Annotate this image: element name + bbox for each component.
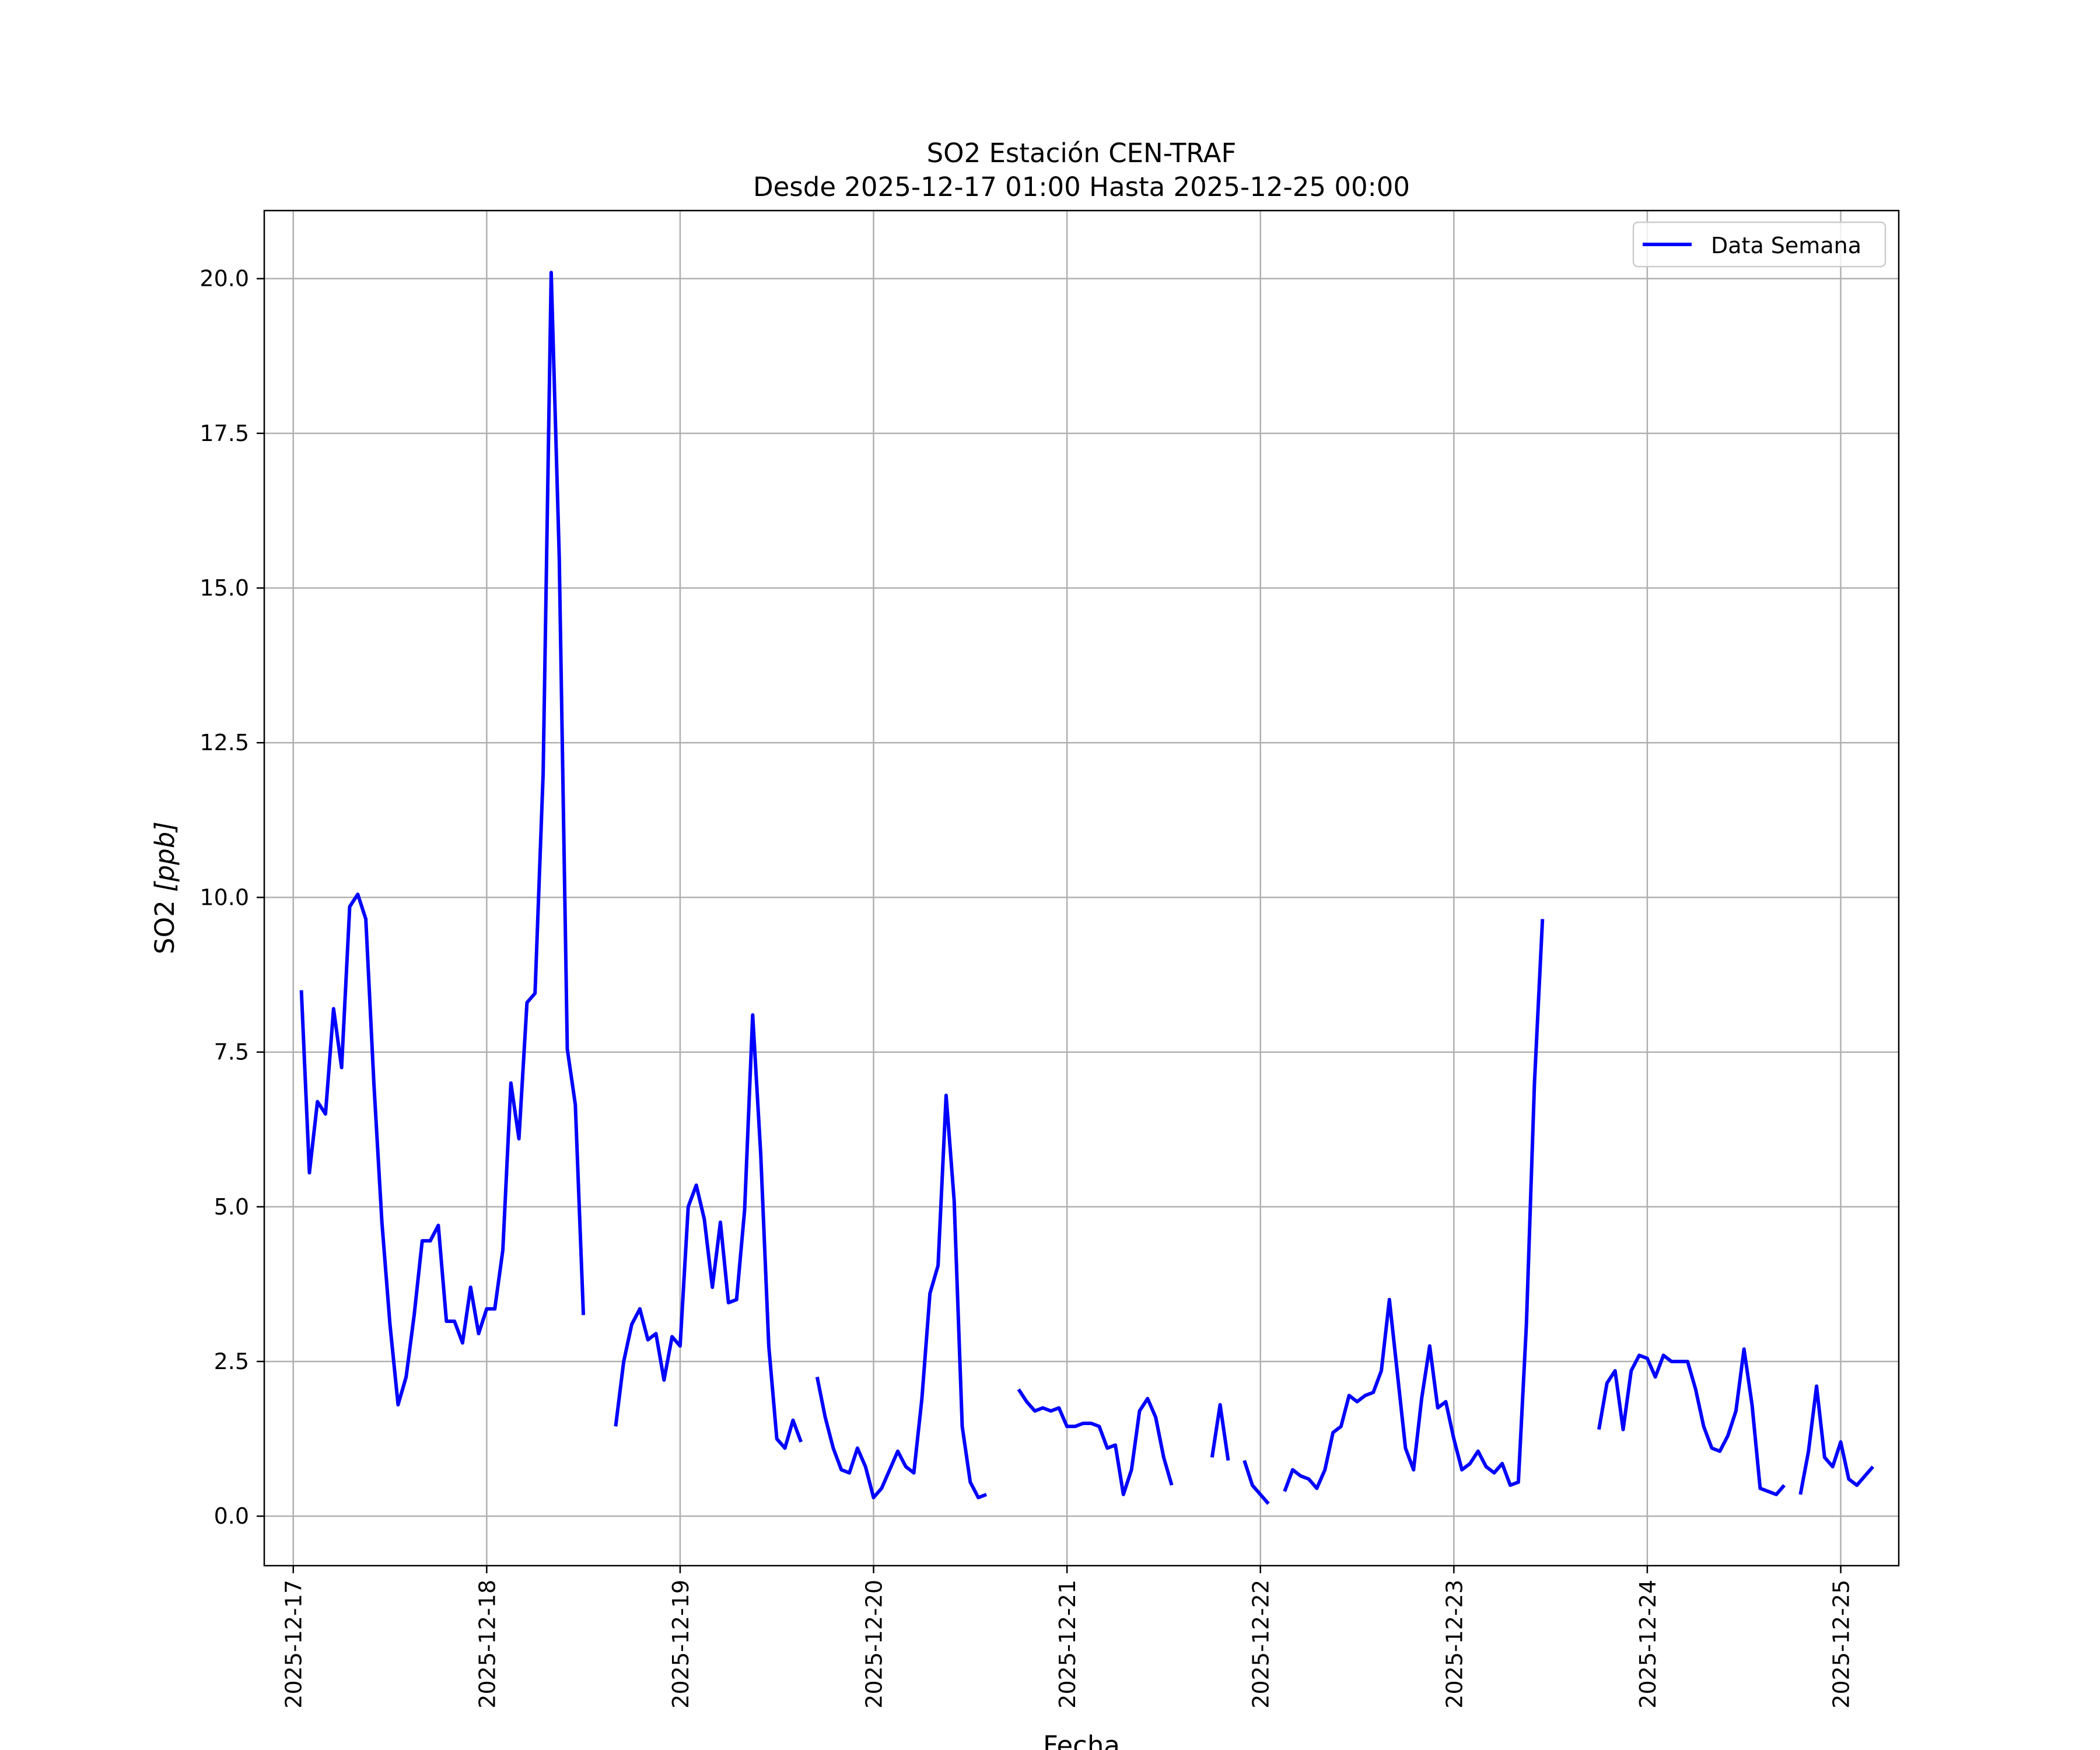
- x-tick-label: 2025-12-25: [1829, 1580, 1854, 1709]
- y-tick-label: 15.0: [200, 575, 249, 601]
- y-tick-label: 20.0: [200, 266, 249, 292]
- x-tick-label: 2025-12-17: [281, 1580, 307, 1709]
- plot-area-border: [263, 209, 1900, 1567]
- legend-label-data-semana: Data Semana: [1711, 233, 1861, 258]
- y-tick-label: 2.5: [214, 1349, 249, 1374]
- y-tick-label: 10.0: [200, 884, 249, 910]
- chart-subtitle: Desde 2025-12-17 01:00 Hasta 2025-12-25 …: [753, 172, 1410, 202]
- y-axis-label: SO2 [ppb]: [149, 821, 180, 954]
- x-tick-label: 2025-12-19: [668, 1580, 694, 1709]
- y-tick-label: 17.5: [200, 421, 249, 446]
- x-tick-label: 2025-12-23: [1441, 1580, 1467, 1709]
- y-tick-label: 7.5: [214, 1040, 249, 1065]
- y-axis-label-main: SO2: [149, 892, 180, 954]
- legend-box: [1632, 221, 1887, 268]
- series-line-data-semana: [299, 271, 1875, 1505]
- x-tick-label: 2025-12-24: [1635, 1580, 1661, 1709]
- y-axis-label-unit: [ppb]: [149, 821, 180, 892]
- grid-lines: [264, 211, 1899, 1566]
- chart-title: SO2 Estación CEN-TRAF: [927, 138, 1237, 169]
- x-tick-label: 2025-12-22: [1248, 1580, 1274, 1709]
- legend: Data Semana: [1632, 221, 1887, 268]
- x-tick-label: 2025-12-20: [862, 1580, 887, 1709]
- x-tick-label: 2025-12-18: [474, 1580, 500, 1709]
- x-axis: 2025-12-17 2025-12-18 2025-12-19 2025-12-20…: [281, 1566, 1854, 1709]
- y-axis: 0.0 2.5 5.0 7.5 10.0 12.5 15.0 17.5 20.0: [200, 266, 264, 1529]
- x-axis-label: Fecha: [1043, 1730, 1120, 1750]
- y-tick-label: 12.5: [200, 730, 249, 755]
- series-layer: [299, 271, 1875, 1505]
- y-tick-label: 0.0: [214, 1503, 249, 1529]
- y-tick-label: 5.0: [214, 1194, 249, 1220]
- x-tick-label: 2025-12-21: [1055, 1580, 1080, 1709]
